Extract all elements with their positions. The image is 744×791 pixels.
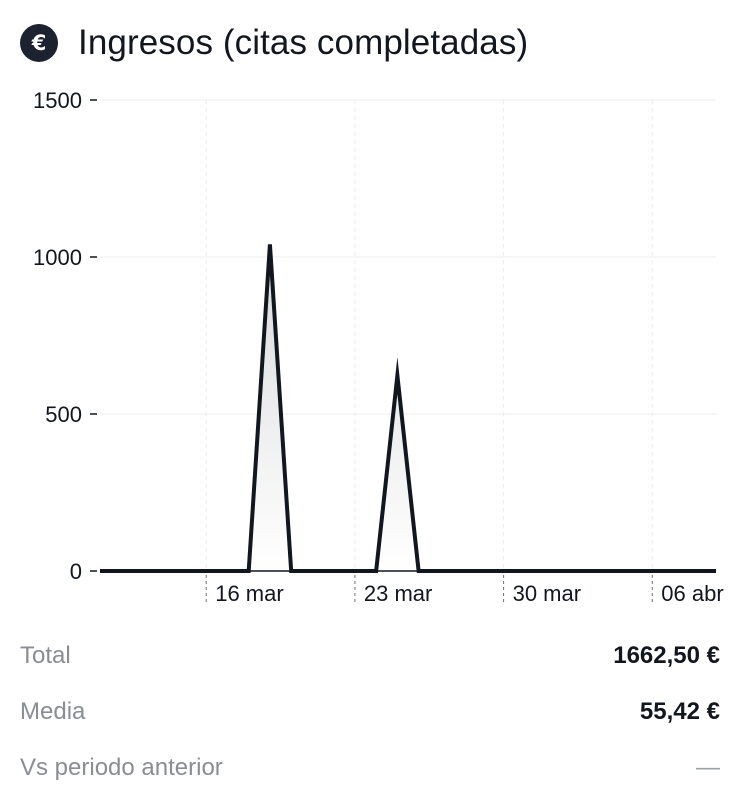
y-tick-label-1500: 1500 bbox=[33, 88, 82, 113]
stat-row-media: Media 55,42 € bbox=[20, 684, 720, 740]
x-tick-label-0: 16 mar bbox=[215, 581, 283, 606]
y-tick-label-0: 0 bbox=[70, 559, 82, 584]
stat-media-value: 55,42 € bbox=[639, 698, 720, 725]
euro-icon: € bbox=[20, 24, 58, 62]
chart-labels: 0 500 1000 1500 16 mar 23 mar 30 mar 06 abr bbox=[33, 88, 724, 606]
stat-vs-label: Vs periodo anterior bbox=[20, 754, 223, 781]
revenue-chart: 0 500 1000 1500 16 mar 23 mar 30 mar 06 abr bbox=[33, 88, 724, 606]
stat-total-label: Total bbox=[20, 642, 71, 669]
stat-row-vs: Vs periodo anterior — bbox=[20, 740, 720, 791]
card-title: Ingresos (citas completadas) bbox=[78, 23, 529, 62]
x-tick-label-3: 06 abr bbox=[661, 581, 723, 606]
stat-vs-value: — bbox=[696, 754, 720, 781]
stats-list: Total 1662,50 € Media 55,42 € Vs periodo… bbox=[20, 628, 720, 791]
chart-grid bbox=[100, 99, 716, 571]
chart-area bbox=[100, 244, 716, 573]
y-tick-label-1000: 1000 bbox=[33, 245, 82, 270]
x-tick-label-2: 30 mar bbox=[513, 581, 581, 606]
y-tick-label-500: 500 bbox=[45, 402, 82, 427]
stat-row-total: Total 1662,50 € bbox=[20, 628, 720, 684]
chart-axes bbox=[90, 99, 716, 605]
series-area bbox=[100, 244, 716, 571]
x-tick-label-1: 23 mar bbox=[364, 581, 432, 606]
card-header: € Ingresos (citas completadas) bbox=[20, 20, 528, 66]
stat-media-label: Media bbox=[20, 698, 86, 725]
stat-total-value: 1662,50 € bbox=[613, 642, 720, 669]
